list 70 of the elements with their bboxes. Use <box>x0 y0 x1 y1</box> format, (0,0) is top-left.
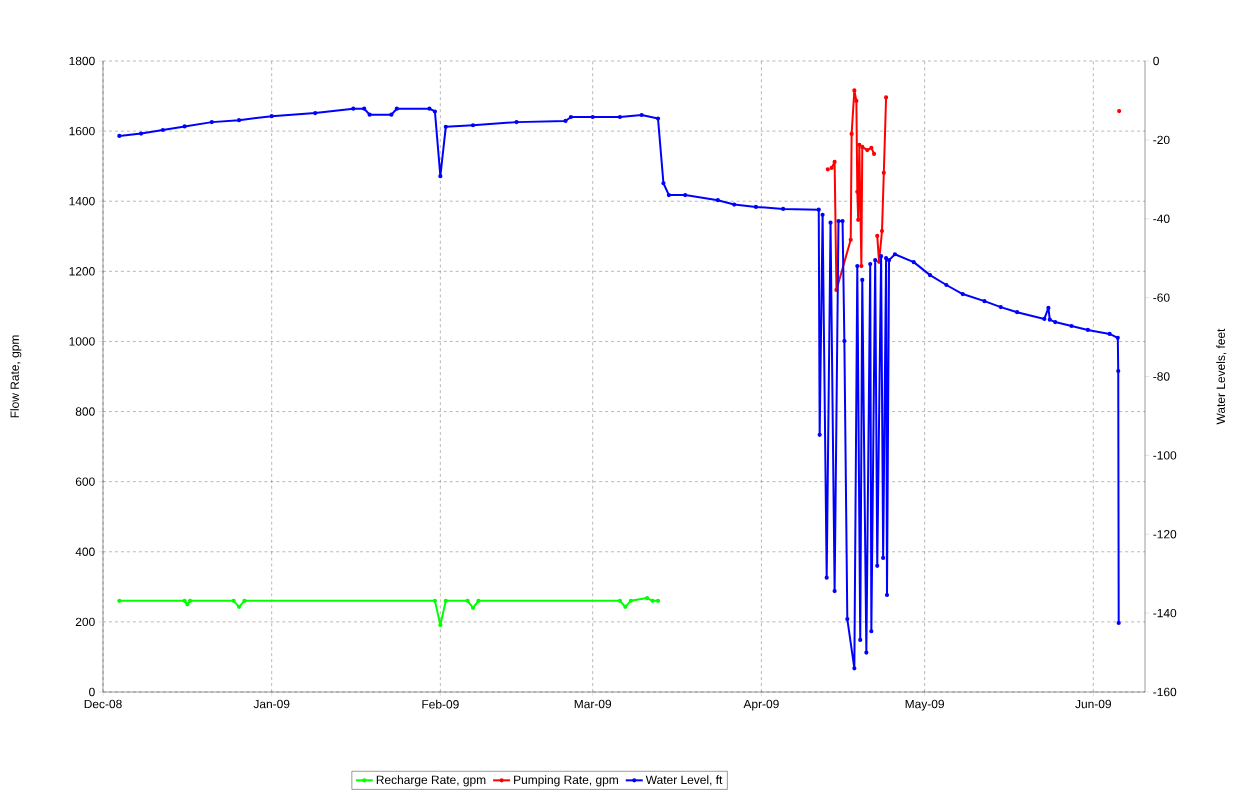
point <box>832 159 837 165</box>
point <box>875 233 880 239</box>
y2-tick-label: -80 <box>1153 372 1170 381</box>
point <box>869 145 874 151</box>
point <box>117 598 122 603</box>
point <box>628 598 633 603</box>
point <box>182 598 187 603</box>
point <box>876 259 882 264</box>
point <box>655 598 661 603</box>
legend-label: Recharge Rate, gpm <box>376 775 486 787</box>
point <box>443 598 448 603</box>
y2-tick-label: 0 <box>1153 56 1159 66</box>
point <box>231 598 236 603</box>
y-tick-label: 1400 <box>69 196 95 206</box>
y-tick-label: 800 <box>75 407 95 416</box>
x-tick-label: Jun-09 <box>1075 699 1112 709</box>
point <box>187 598 193 603</box>
point <box>881 170 886 175</box>
x-tick-label: Jan-09 <box>253 699 290 709</box>
point <box>617 598 623 603</box>
x-tick-label: Mar-09 <box>574 699 612 709</box>
legend-label: Pumping Rate, gpm <box>514 775 618 787</box>
y-tick-label: 1800 <box>69 56 95 66</box>
x-tick-label: Apr-09 <box>743 699 779 711</box>
point <box>185 602 190 607</box>
x-tick-label: May-09 <box>905 699 944 711</box>
point <box>470 605 476 610</box>
point <box>860 144 865 149</box>
point <box>432 598 438 603</box>
point <box>856 217 861 222</box>
point <box>848 237 853 242</box>
point <box>650 598 655 603</box>
point <box>859 263 864 269</box>
y2-tick-label: -120 <box>1153 530 1177 539</box>
point <box>879 228 885 234</box>
point <box>852 88 857 93</box>
y-tick-label: 0 <box>89 687 95 697</box>
y2-axis-title: Water Levels, feet <box>1216 328 1227 425</box>
point <box>623 604 628 609</box>
point <box>438 622 443 628</box>
point <box>857 142 862 147</box>
y-tick-label: 600 <box>75 477 95 486</box>
y2-tick-label: -160 <box>1153 687 1177 697</box>
point <box>645 595 650 601</box>
x-tick-label: Feb-09 <box>422 699 459 709</box>
y2-tick-label: -100 <box>1153 451 1177 460</box>
point <box>871 151 877 156</box>
point <box>465 598 470 603</box>
y-tick-label: 200 <box>75 617 95 627</box>
point <box>825 167 830 172</box>
point <box>236 604 242 609</box>
point <box>849 131 854 136</box>
point <box>883 95 889 100</box>
point <box>829 165 834 171</box>
y2-tick-label: -60 <box>1153 293 1170 302</box>
y-tick-label: 1200 <box>69 267 95 276</box>
y-tick-label: 400 <box>75 547 95 556</box>
point <box>476 598 481 603</box>
legend-label: Water Level, ft <box>645 775 723 786</box>
point <box>854 98 859 104</box>
y-axis-title: Flow Rate, gpm <box>10 335 22 418</box>
point <box>242 598 247 603</box>
x-tick-label: Dec-08 <box>84 699 122 709</box>
y-tick-label: 1600 <box>69 126 95 136</box>
y2-tick-label: -140 <box>1153 608 1177 618</box>
y2-tick-label: -20 <box>1153 135 1170 145</box>
point <box>1117 109 1122 114</box>
y-tick-label: 1000 <box>69 337 95 346</box>
point <box>865 147 870 153</box>
y2-tick-label: -40 <box>1153 214 1170 223</box>
